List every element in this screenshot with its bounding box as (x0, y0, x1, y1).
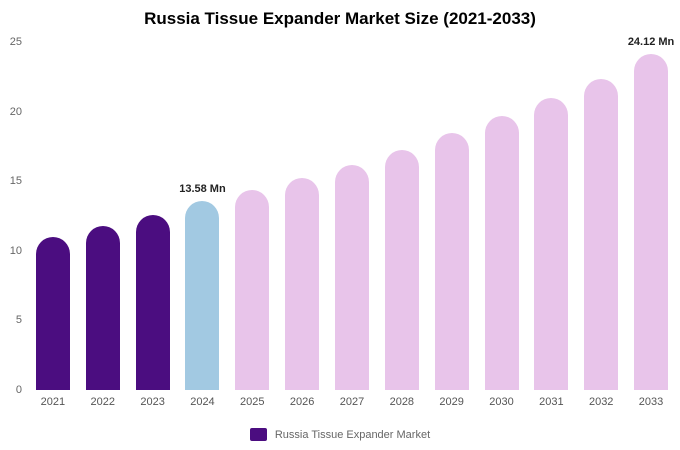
legend-label: Russia Tissue Expander Market (274, 428, 431, 441)
bar-2021 (35, 236, 70, 390)
bar-column (327, 42, 377, 390)
x-axis-label: 2032 (588, 396, 614, 408)
x-axis-label: 2033 (638, 396, 664, 408)
y-tick-label: 10 (9, 244, 22, 257)
bar-2022 (85, 225, 120, 390)
bar-2029 (434, 133, 469, 390)
x-axis-label: 2021 (40, 396, 66, 408)
bar-2028 (384, 149, 419, 390)
bar-column (277, 42, 327, 390)
bar-column: 24.12 Mn (626, 36, 676, 390)
y-tick-label: 0 (15, 384, 22, 396)
legend-swatch (249, 428, 267, 441)
y-tick-label: 5 (15, 314, 22, 327)
bar-2025 (235, 190, 270, 390)
x-axis: 2021 2022 2023 2024 2025 2026 2027 2028 2029 2030… (28, 396, 676, 408)
bar-value-label: 24.12 Mn (627, 36, 675, 49)
bar-value-label: 13.58 Mn (179, 182, 226, 195)
x-axis-label: 2030 (489, 396, 514, 408)
plot-area: 13.58 Mn 24.12 Mn (28, 36, 676, 390)
bar-column (78, 42, 128, 390)
bar-column (477, 42, 527, 390)
bar-2030 (484, 116, 519, 390)
y-tick-label: 20 (9, 105, 22, 118)
x-axis-label: 2031 (539, 396, 564, 408)
bar-column (28, 42, 78, 390)
x-axis-label: 2029 (439, 396, 464, 408)
bar-column (427, 42, 477, 390)
bar-2031 (534, 98, 569, 390)
bar-column (526, 42, 576, 390)
x-axis-label: 2028 (389, 396, 415, 408)
x-axis-label: 2024 (190, 396, 215, 408)
x-axis-label: 2023 (140, 396, 165, 408)
bar-2023 (135, 214, 170, 390)
bar-column (576, 42, 626, 390)
legend: Russia Tissue Expander Market (0, 428, 680, 441)
bar-column (128, 42, 178, 390)
x-axis-label: 2027 (339, 396, 365, 408)
x-axis-label: 2026 (289, 396, 315, 408)
bar-column (227, 42, 277, 390)
bar-column: 13.58 Mn (178, 42, 228, 390)
y-axis: 0 5 10 15 20 25 (0, 36, 25, 396)
y-tick-label: 15 (9, 175, 22, 188)
bar-2033 (634, 54, 669, 390)
bar-column (377, 42, 427, 390)
chart-title: Russia Tissue Expander Market Size (2021… (144, 9, 536, 28)
bar-2032 (584, 78, 619, 390)
y-tick-label: 25 (9, 36, 22, 48)
x-axis-label: 2022 (90, 396, 115, 408)
x-axis-label: 2025 (240, 396, 265, 408)
bar-2027 (334, 164, 369, 390)
bar-2026 (285, 177, 320, 390)
bar-2024 (185, 200, 220, 390)
